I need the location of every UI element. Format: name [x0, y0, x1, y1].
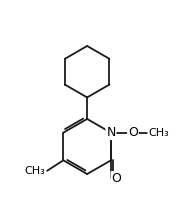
Text: N: N [106, 126, 116, 139]
Text: CH₃: CH₃ [148, 128, 169, 138]
Text: O: O [128, 126, 138, 139]
Text: O: O [111, 172, 121, 185]
Text: CH₃: CH₃ [24, 166, 45, 176]
